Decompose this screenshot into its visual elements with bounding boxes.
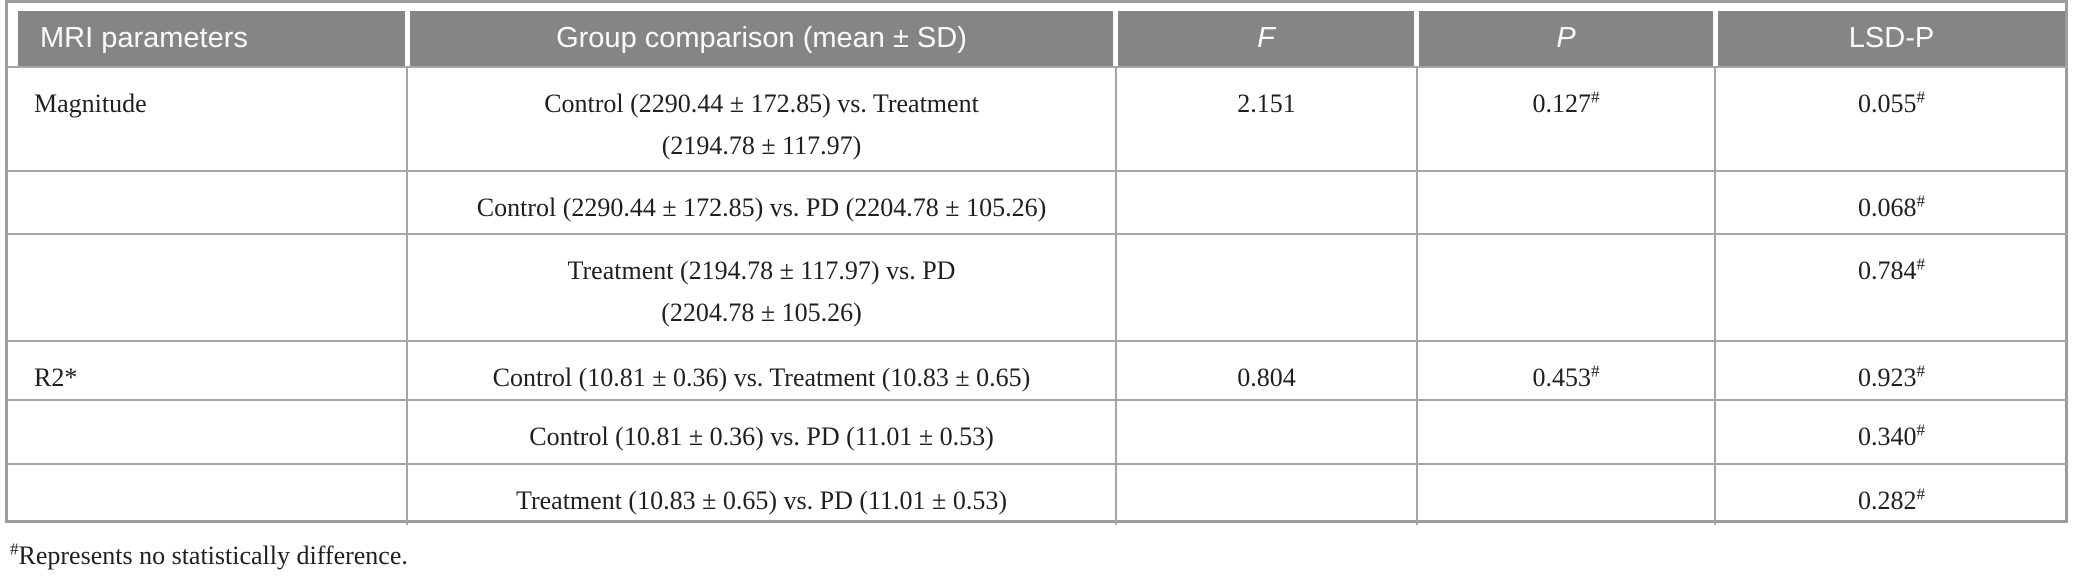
table-row: R2* Control (10.81 ± 0.36) vs. Treatment… bbox=[6, 341, 2067, 401]
comparison-cell: Treatment (10.83 ± 0.65) vs. PD (11.01 ±… bbox=[407, 464, 1117, 525]
lsd-p-cell: 0.282# bbox=[1858, 484, 1926, 515]
f-value-cell bbox=[1116, 234, 1418, 342]
f-value-cell bbox=[1116, 400, 1418, 465]
comparison-cell: Control (10.81 ± 0.36) vs. Treatment (10… bbox=[407, 341, 1117, 401]
no-significance-marker: # bbox=[1916, 254, 1926, 274]
lsd-p-cell: 0.055# bbox=[1715, 66, 2067, 172]
table-row: Control (10.81 ± 0.36) vs. PD (11.01 ± 0… bbox=[6, 400, 2067, 465]
comparison-line-1: Control (10.81 ± 0.36) vs. Treatment (10… bbox=[492, 363, 1031, 392]
no-significance-marker: # bbox=[1916, 191, 1926, 211]
f-value-cell: 2.151 bbox=[1116, 66, 1418, 172]
no-significance-marker: # bbox=[1916, 361, 1926, 381]
p-value-cell: 0.453# bbox=[1417, 341, 1716, 401]
table-footnote: #Represents no statistically difference. bbox=[10, 539, 408, 571]
footnote-marker: # bbox=[10, 539, 19, 559]
mri-parameter-cell bbox=[6, 464, 408, 525]
footnote-text: Represents no statistically difference. bbox=[18, 541, 408, 570]
f-value-cell: 0.804 bbox=[1116, 341, 1418, 401]
comparison-cell: Control (2290.44 ± 172.85) vs. Treatment… bbox=[407, 66, 1117, 172]
p-value-cell bbox=[1417, 234, 1716, 342]
p-value-cell bbox=[1417, 171, 1716, 235]
comparison-line-2: (2194.78 ± 117.97) bbox=[661, 131, 862, 160]
table-header-row: MRI parameters Group comparison (mean ± … bbox=[18, 11, 2065, 66]
no-significance-marker: # bbox=[1916, 484, 1926, 504]
table-row: Magnitude Control (2290.44 ± 172.85) vs.… bbox=[6, 66, 2067, 172]
lsd-p-cell: 0.784# bbox=[1715, 234, 2067, 342]
column-header-p: P bbox=[1419, 11, 1713, 66]
comparison-line-1: Control (2290.44 ± 172.85) vs. PD (2204.… bbox=[476, 193, 1047, 222]
comparison-line-2: (2204.78 ± 105.26) bbox=[661, 298, 862, 327]
table-row: Control (2290.44 ± 172.85) vs. PD (2204.… bbox=[6, 171, 2067, 235]
comparison-line-1: Control (2290.44 ± 172.85) vs. Treatment bbox=[544, 89, 979, 118]
comparison-line-1: Control (10.81 ± 0.36) vs. PD (11.01 ± 0… bbox=[529, 422, 994, 451]
p-value-cell: 0.127# bbox=[1417, 66, 1716, 172]
no-significance-marker: # bbox=[1916, 420, 1926, 440]
mri-parameter-cell: R2* bbox=[6, 341, 408, 401]
p-value-cell bbox=[1417, 464, 1716, 525]
comparison-line-1: Treatment (10.83 ± 0.65) vs. PD (11.01 ±… bbox=[516, 486, 1007, 515]
lsd-p-cell: 0.340# bbox=[1715, 400, 2067, 465]
no-significance-marker: # bbox=[1591, 87, 1600, 107]
table-row: Treatment (10.83 ± 0.65) vs. PD (11.01 ±… bbox=[6, 464, 2067, 525]
table-row: Treatment (2194.78 ± 117.97) vs. PD (220… bbox=[6, 234, 2067, 342]
comparison-cell: Treatment (2194.78 ± 117.97) vs. PD (220… bbox=[407, 234, 1117, 342]
comparison-cell: Control (2290.44 ± 172.85) vs. PD (2204.… bbox=[407, 171, 1117, 235]
f-value-cell bbox=[1116, 171, 1418, 235]
lsd-p-cell: 0.068# bbox=[1715, 171, 2067, 235]
mri-parameter-cell bbox=[6, 234, 408, 342]
comparison-cell: Control (10.81 ± 0.36) vs. PD (11.01 ± 0… bbox=[407, 400, 1117, 465]
column-header-lsd-p: LSD-P bbox=[1718, 11, 2065, 66]
lsd-p-cell: 0.923# bbox=[1715, 341, 2067, 401]
no-significance-marker: # bbox=[1916, 87, 1926, 107]
mri-parameter-cell bbox=[6, 400, 408, 465]
column-header-group-comparison: Group comparison (mean ± SD) bbox=[410, 11, 1113, 66]
column-header-f: F bbox=[1118, 11, 1414, 66]
mri-parameter-cell: Magnitude bbox=[6, 66, 408, 172]
table-body: Magnitude Control (2290.44 ± 172.85) vs.… bbox=[6, 66, 2067, 525]
f-value-cell bbox=[1116, 464, 1418, 525]
comparison-line-1: Treatment (2194.78 ± 117.97) vs. PD bbox=[567, 256, 956, 285]
p-value-cell bbox=[1417, 400, 1716, 465]
mri-parameter-cell bbox=[6, 171, 408, 235]
no-significance-marker: # bbox=[1591, 361, 1600, 381]
column-header-mri-parameters: MRI parameters bbox=[18, 11, 405, 66]
